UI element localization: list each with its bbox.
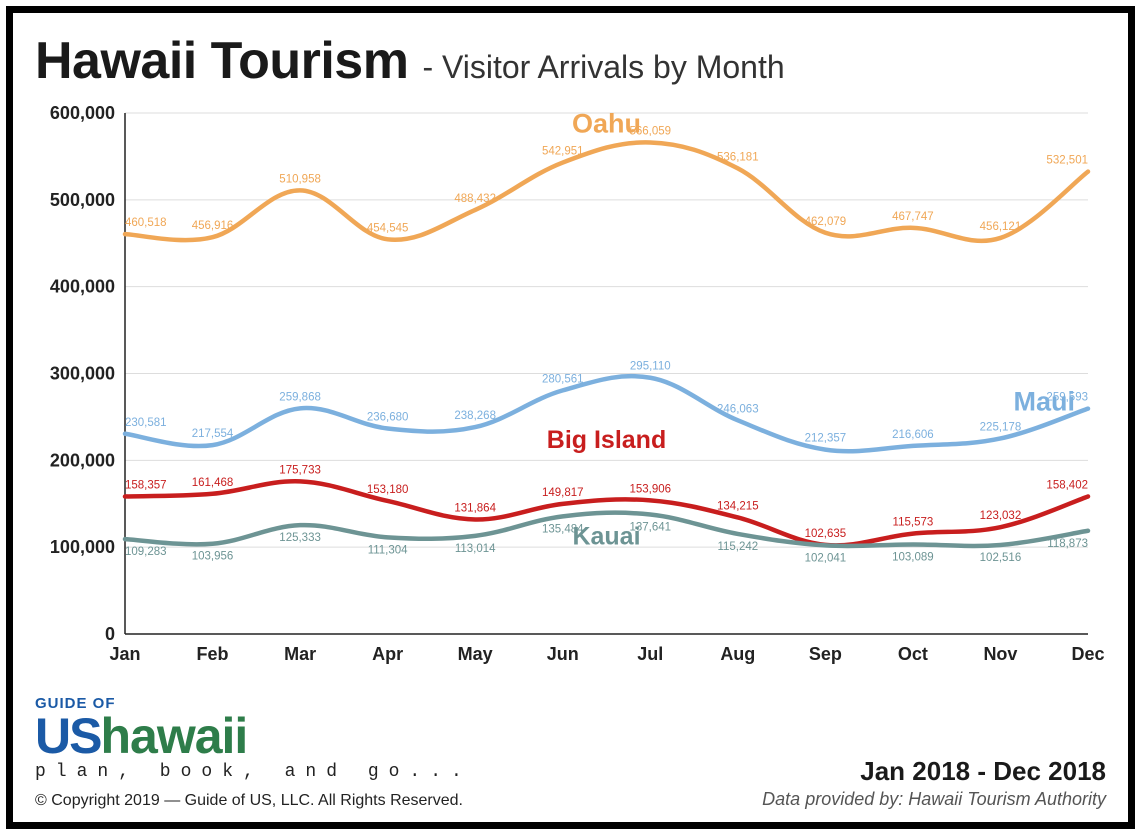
datalabel: 259,868 <box>279 391 321 403</box>
date-range: Jan 2018 - Dec 2018 <box>762 756 1106 787</box>
title-subtitle: - Visitor Arrivals by Month <box>422 49 784 86</box>
logo-hawaii-text: hawaii <box>100 711 247 761</box>
svg-text:Oct: Oct <box>898 644 928 664</box>
svg-text:Sep: Sep <box>809 644 842 664</box>
series-label-kauai: Kauai <box>572 522 640 550</box>
datalabel: 467,747 <box>892 211 934 223</box>
svg-text:Mar: Mar <box>284 644 316 664</box>
datalabel: 462,079 <box>805 216 847 228</box>
svg-text:600,000: 600,000 <box>50 103 115 123</box>
svg-text:100,000: 100,000 <box>50 537 115 557</box>
datalabel: 175,733 <box>279 464 321 476</box>
datalabel: 103,956 <box>192 551 234 563</box>
svg-text:Jul: Jul <box>637 644 663 664</box>
logo-us-text: US <box>35 711 100 761</box>
footer-right: Jan 2018 - Dec 2018 Data provided by: Ha… <box>762 756 1106 810</box>
datalabel: 111,304 <box>368 544 408 556</box>
datalabel: 102,516 <box>980 552 1022 564</box>
datalabel: 216,606 <box>892 429 934 441</box>
svg-text:Feb: Feb <box>197 644 229 664</box>
svg-text:300,000: 300,000 <box>50 364 115 384</box>
svg-text:500,000: 500,000 <box>50 190 115 210</box>
title-main: Hawaii Tourism <box>35 31 408 91</box>
datalabel: 113,014 <box>455 543 496 555</box>
datalabel: 456,121 <box>980 221 1022 233</box>
datalabel: 149,817 <box>542 487 584 499</box>
datalabel: 134,215 <box>717 500 759 512</box>
footer: GUIDE OF US hawaii plan, book, and go...… <box>35 690 1106 810</box>
datalabel: 246,063 <box>717 403 759 415</box>
footer-left: GUIDE OF US hawaii plan, book, and go...… <box>35 696 472 810</box>
datalabel: 212,357 <box>805 433 847 445</box>
datalabel: 488,432 <box>454 193 496 205</box>
outer-frame: Hawaii Tourism - Visitor Arrivals by Mon… <box>6 6 1135 829</box>
datalabel: 131,864 <box>454 502 496 514</box>
svg-text:200,000: 200,000 <box>50 450 115 470</box>
datalabel: 460,518 <box>125 217 167 229</box>
datalabel: 230,581 <box>125 417 167 429</box>
datalabel: 102,635 <box>805 528 847 540</box>
copyright-text: © Copyright 2019 — Guide of US, LLC. All… <box>35 792 472 810</box>
svg-text:Jan: Jan <box>109 644 140 664</box>
series-oahu <box>125 142 1088 240</box>
svg-text:400,000: 400,000 <box>50 277 115 297</box>
datalabel: 109,283 <box>125 546 167 558</box>
datalabel: 158,357 <box>125 479 167 491</box>
header: Hawaii Tourism - Visitor Arrivals by Mon… <box>35 31 1106 91</box>
datalabel: 103,089 <box>892 551 934 563</box>
svg-text:0: 0 <box>105 624 115 644</box>
datalabel: 115,573 <box>893 517 934 529</box>
datalabel: 280,561 <box>542 373 584 385</box>
datalabel: 217,554 <box>192 428 234 440</box>
line-chart: 0 100,000 200,000 300,000 400,000 500,000 600,… <box>35 103 1106 672</box>
svg-text:Nov: Nov <box>983 644 1017 664</box>
svg-text:Jun: Jun <box>547 644 579 664</box>
datalabel: 115,242 <box>717 541 758 553</box>
datalabel: 295,110 <box>630 361 671 373</box>
svg-text:Aug: Aug <box>720 644 755 664</box>
brand-logo: GUIDE OF US hawaii plan, book, and go... <box>35 696 472 781</box>
datalabel: 225,178 <box>980 421 1022 433</box>
datalabel: 454,545 <box>367 222 409 234</box>
svg-text:Dec: Dec <box>1071 644 1104 664</box>
series-label-maui: Maui <box>1013 386 1075 416</box>
logo-main: US hawaii <box>35 711 472 761</box>
series-label-big-island: Big Island <box>547 426 666 454</box>
datalabel: 536,181 <box>717 151 759 163</box>
datalabel: 542,951 <box>542 146 584 158</box>
datalabel: 238,268 <box>454 410 496 422</box>
datalabel: 510,958 <box>279 173 321 185</box>
datalabel: 123,032 <box>980 510 1022 522</box>
logo-tagline: plan, book, and go... <box>35 763 472 781</box>
datalabel: 236,680 <box>367 411 409 423</box>
datalabel: 118,873 <box>1047 538 1088 550</box>
datalabel: 153,180 <box>367 484 409 496</box>
datalabel: 532,501 <box>1046 155 1088 167</box>
datalabel: 161,468 <box>192 477 234 489</box>
chart-area: 0 100,000 200,000 300,000 400,000 500,000 600,… <box>35 103 1106 672</box>
svg-text:May: May <box>458 644 493 664</box>
datalabel: 456,916 <box>192 220 234 232</box>
svg-text:Apr: Apr <box>372 644 403 664</box>
datalabel: 102,041 <box>805 552 847 564</box>
series-label-oahu: Oahu <box>572 109 641 139</box>
datalabel: 153,906 <box>629 483 671 495</box>
data-source: Data provided by: Hawaii Tourism Authori… <box>762 789 1106 810</box>
datalabel: 158,402 <box>1046 479 1088 491</box>
datalabel: 125,333 <box>279 532 321 544</box>
